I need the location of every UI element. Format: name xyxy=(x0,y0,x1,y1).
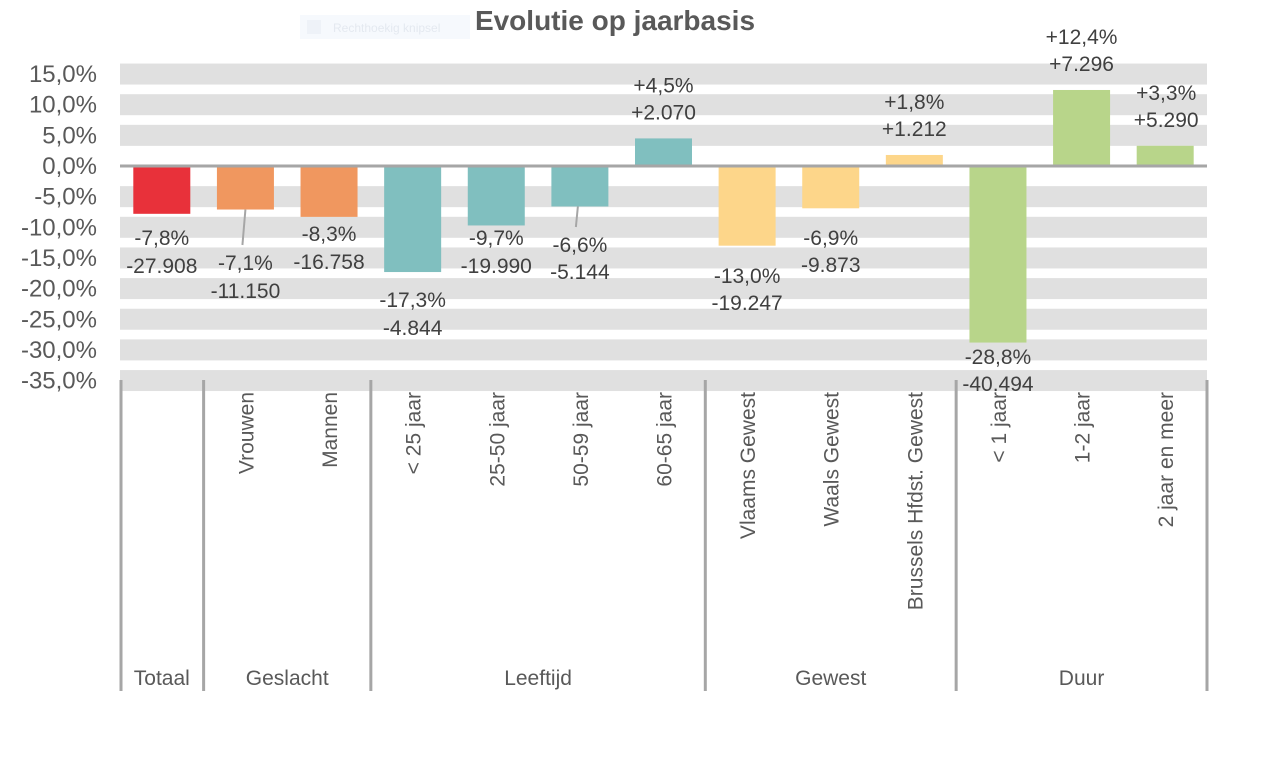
bar xyxy=(635,138,692,166)
bar xyxy=(551,166,609,207)
grid-band xyxy=(120,308,1207,330)
grid-band xyxy=(120,94,1207,116)
grid-band xyxy=(120,370,1207,392)
y-tick-label: 15,0% xyxy=(29,61,97,88)
category-label: Waals Gewest xyxy=(821,392,844,527)
data-label-pct: -8,3% xyxy=(302,223,357,246)
group-label: Leeftijd xyxy=(504,667,572,690)
category-label: < 1 jaar xyxy=(988,392,1011,463)
bar xyxy=(300,166,358,217)
y-tick-label: -30,0% xyxy=(21,337,97,364)
y-tick-label: 0,0% xyxy=(42,153,97,180)
leader-line xyxy=(241,209,247,246)
overlay-label: Rechthoekig knipsel xyxy=(333,21,440,35)
y-tick-label: -15,0% xyxy=(21,245,97,272)
grid-band xyxy=(120,186,1207,208)
category-label: Vlaams Gewest xyxy=(737,392,760,539)
snipping-overlay: Rechthoekig knipsel xyxy=(300,15,470,39)
data-label-abs: -19.990 xyxy=(461,255,532,278)
bar xyxy=(133,166,191,214)
group-label: Gewest xyxy=(795,667,866,690)
category-label: 60-65 jaar xyxy=(654,392,677,487)
y-tick-label: -10,0% xyxy=(21,214,97,241)
category-label: Mannen xyxy=(319,392,342,468)
data-label-pct: -6,9% xyxy=(803,227,858,250)
data-label-abs: -19.247 xyxy=(711,292,782,315)
category-label: 50-59 jaar xyxy=(570,392,593,487)
y-tick-label: 10,0% xyxy=(29,92,97,119)
grid-band xyxy=(120,124,1207,146)
grid-band xyxy=(120,216,1207,238)
data-label-abs: -16.758 xyxy=(293,251,364,274)
data-label-abs: +7.296 xyxy=(1049,53,1114,76)
y-tick-label: -5,0% xyxy=(34,184,97,211)
y-tick-label: -20,0% xyxy=(21,276,97,303)
data-label-pct: -17,3% xyxy=(379,289,446,312)
data-label-abs: -40.494 xyxy=(962,373,1034,396)
overlay-background xyxy=(300,15,470,39)
data-label-abs: -4.844 xyxy=(383,317,443,340)
data-label-pct: -7,8% xyxy=(134,227,189,250)
leader-line xyxy=(574,206,579,228)
data-label-pct: +4,5% xyxy=(633,74,693,97)
data-label-abs: -27.908 xyxy=(126,255,197,278)
overlay-icon xyxy=(307,20,321,34)
bar xyxy=(969,166,1027,343)
category-label: Brussels Hfdst. Gewest xyxy=(904,392,927,610)
y-tick-label: -25,0% xyxy=(21,306,97,333)
bar xyxy=(1136,145,1194,166)
y-tick-label: -35,0% xyxy=(21,368,97,395)
data-label-pct: -9,7% xyxy=(469,227,524,250)
bar xyxy=(384,166,442,273)
data-label-pct: +3,3% xyxy=(1136,82,1196,105)
bar xyxy=(718,166,776,246)
data-label-abs: +5.290 xyxy=(1134,109,1199,132)
bar xyxy=(802,166,860,209)
data-label-pct: -13,0% xyxy=(714,265,781,288)
category-label: 25-50 jaar xyxy=(486,392,509,487)
data-label-abs: -11.150 xyxy=(211,280,281,303)
bar xyxy=(216,166,274,210)
group-label: Duur xyxy=(1059,667,1105,690)
category-label: < 25 jaar xyxy=(403,392,426,474)
grid-band xyxy=(120,247,1207,269)
grid-band xyxy=(120,63,1207,85)
group-label: Geslacht xyxy=(246,667,329,690)
y-tick-label: 5,0% xyxy=(42,122,97,149)
data-label-abs: +1.212 xyxy=(882,118,947,141)
data-label-abs: -5.144 xyxy=(550,261,610,284)
bar xyxy=(1053,89,1111,166)
data-label-pct: +1,8% xyxy=(884,91,944,114)
data-label-pct: +12,4% xyxy=(1046,26,1118,49)
data-label-abs: +2.070 xyxy=(631,101,696,124)
bar xyxy=(885,154,943,166)
grid-band xyxy=(120,278,1207,300)
category-label: 1-2 jaar xyxy=(1072,392,1095,463)
data-label-pct: -7,1% xyxy=(218,252,273,275)
data-label-abs: -9.873 xyxy=(801,254,861,277)
group-label: Totaal xyxy=(134,667,190,690)
chart-title: Evolutie op jaarbasis xyxy=(475,5,755,36)
data-label-pct: -28,8% xyxy=(965,346,1032,369)
category-label: 2 jaar en meer xyxy=(1155,392,1178,527)
data-label-pct: -6,6% xyxy=(552,234,607,257)
bar xyxy=(467,166,525,226)
grid-band xyxy=(120,339,1207,361)
category-label: Vrouwen xyxy=(235,392,258,474)
